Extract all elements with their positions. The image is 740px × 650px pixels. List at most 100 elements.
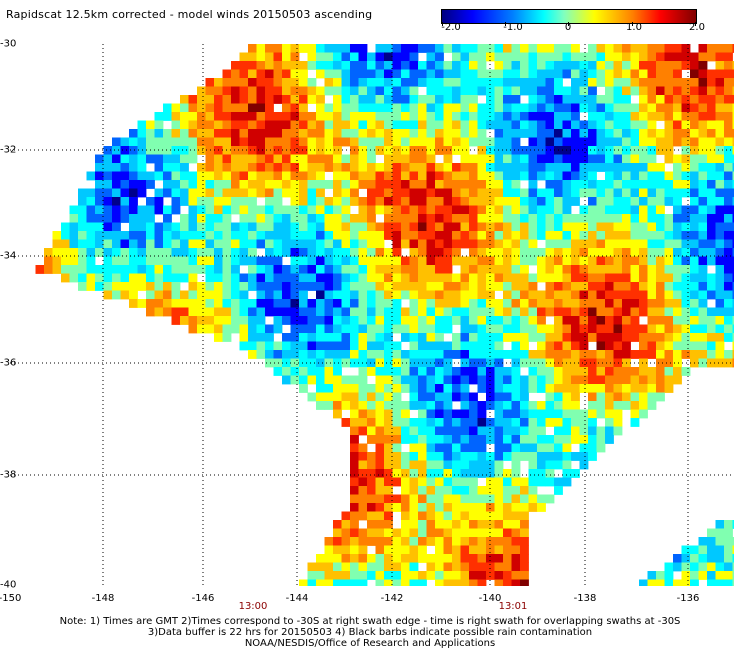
wind-cell: [222, 180, 232, 189]
wind-cell: [239, 231, 249, 240]
wind-cell: [350, 554, 359, 563]
wind-cell: [656, 146, 665, 155]
wind-cell: [375, 78, 385, 87]
wind-cell: [418, 537, 427, 546]
wind-cell: [392, 418, 402, 427]
wind-cell: [588, 78, 597, 87]
wind-cell: [375, 384, 385, 393]
wind-cell: [545, 86, 555, 96]
wind-cell: [494, 129, 504, 138]
wind-cell: [732, 571, 734, 580]
wind-cell: [273, 248, 283, 257]
wind-cell: [307, 61, 317, 70]
wind-cell: [316, 120, 325, 130]
wind-cell: [333, 409, 342, 419]
wind-cell: [647, 282, 657, 291]
wind-cell: [596, 231, 606, 240]
wind-cell: [61, 273, 70, 283]
wind-cell: [239, 52, 249, 62]
wind-cell: [537, 460, 546, 470]
wind-cell: [545, 341, 555, 351]
wind-cell: [528, 307, 538, 317]
wind-cell: [681, 579, 691, 586]
wind-cell: [180, 129, 189, 138]
wind-cell: [435, 426, 444, 436]
wind-cell: [554, 477, 563, 487]
wind-cell: [486, 95, 495, 104]
wind-cell: [520, 341, 529, 351]
wind-cell: [613, 171, 623, 181]
wind-cell: [341, 137, 351, 147]
wind-cell: [214, 103, 223, 113]
wind-cell: [188, 180, 198, 189]
wind-cell: [358, 282, 368, 291]
wind-cell: [333, 341, 342, 351]
wind-cell: [333, 562, 342, 572]
wind-cell: [579, 316, 589, 325]
wind-cell: [562, 69, 572, 79]
wind-cell: [222, 273, 232, 283]
wind-cell: [528, 129, 538, 138]
wind-cell: [681, 333, 691, 342]
wind-cell: [681, 44, 691, 53]
wind-cell: [290, 180, 300, 189]
wind-cell: [571, 44, 580, 53]
wind-cell: [222, 112, 232, 121]
wind-cell: [367, 503, 376, 512]
wind-cell: [460, 78, 470, 87]
wind-cell: [605, 180, 614, 189]
wind-cell: [537, 69, 546, 79]
wind-cell: [171, 239, 181, 249]
wind-cell: [562, 222, 572, 232]
map-grid-svg: [10, 44, 734, 586]
lon-label: -138: [573, 593, 597, 604]
wind-cell: [375, 333, 385, 342]
wind-cell: [579, 222, 589, 232]
wind-cell: [265, 341, 274, 351]
wind-cell: [469, 452, 478, 461]
wind-cell: [732, 282, 734, 291]
wind-cell: [299, 367, 308, 376]
wind-cell: [622, 384, 631, 393]
wind-cell: [520, 571, 529, 580]
wind-cell: [613, 137, 623, 147]
wind-cell: [341, 350, 351, 359]
wind-cell: [299, 137, 308, 147]
wind-cell: [494, 69, 504, 79]
wind-cell: [384, 78, 393, 87]
wind-cell: [715, 528, 725, 538]
wind-cell: [401, 494, 410, 504]
wind-cell: [409, 469, 419, 478]
wind-cell: [639, 52, 648, 62]
wind-cell: [265, 69, 274, 79]
wind-cell: [333, 180, 342, 189]
wind-cell: [656, 273, 665, 283]
wind-cell: [316, 554, 325, 563]
wind-cell: [112, 256, 121, 266]
wind-cell: [418, 579, 427, 586]
wind-cell: [350, 112, 359, 121]
wind-cell: [401, 426, 410, 436]
wind-cell: [732, 112, 734, 121]
wind-cell: [469, 248, 478, 257]
wind-cell: [503, 545, 512, 555]
wind-cell: [664, 333, 674, 342]
wind-cell: [401, 537, 410, 546]
wind-cell: [596, 299, 606, 308]
wind-cell: [630, 137, 640, 147]
wind-cell: [214, 333, 223, 342]
wind-cell: [630, 78, 640, 87]
wind-cell: [673, 231, 682, 240]
wind-cell: [333, 324, 342, 334]
wind-cell: [690, 52, 699, 62]
wind-cell: [324, 103, 334, 113]
wind-cell: [562, 163, 572, 172]
wind-cell: [197, 163, 206, 172]
wind-cell: [605, 78, 614, 87]
wind-cell: [630, 409, 640, 419]
wind-cell: [392, 324, 402, 334]
wind-cell: [375, 520, 385, 529]
wind-cell: [409, 443, 419, 453]
wind-cell: [239, 290, 249, 300]
wind-cell: [673, 188, 682, 198]
